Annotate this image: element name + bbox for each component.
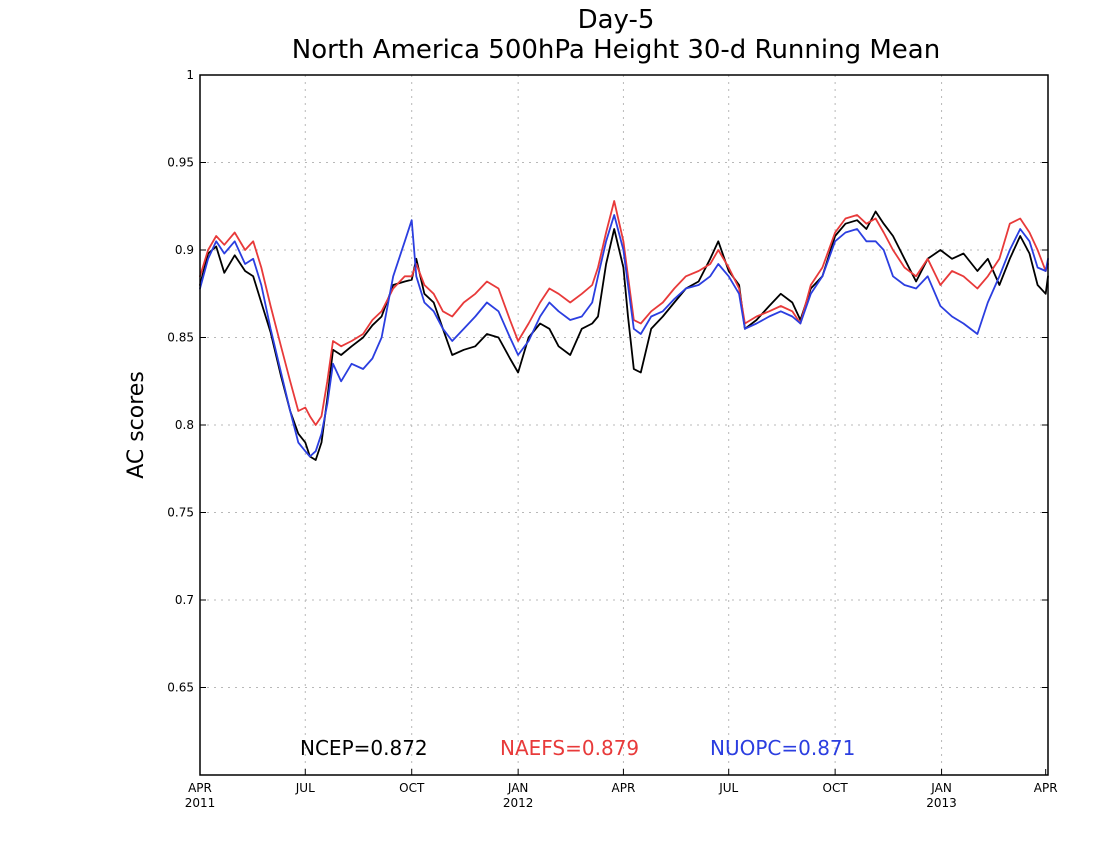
legend-naefs: NAEFS=0.879 bbox=[500, 736, 639, 760]
y-tick-label: 0.8 bbox=[175, 418, 194, 432]
legend-nuopc: NUOPC=0.871 bbox=[710, 736, 855, 760]
x-tick-label: JUL bbox=[718, 781, 738, 795]
y-axis-label: AC scores bbox=[124, 371, 149, 479]
series-line-ncep bbox=[199, 210, 1049, 461]
x-tick-label: APR bbox=[188, 781, 212, 795]
x-tick-label: APR bbox=[1034, 781, 1058, 795]
series-line-naefs bbox=[199, 200, 1049, 426]
series-lines bbox=[199, 200, 1049, 461]
grid bbox=[200, 75, 1048, 775]
legend-ncep: NCEP=0.872 bbox=[300, 736, 428, 760]
chart-subtitle: North America 500hPa Height 30-d Running… bbox=[292, 35, 940, 65]
x-tick-label: APR bbox=[612, 781, 636, 795]
y-tick-label: 0.75 bbox=[167, 506, 194, 520]
x-tick-year-label: 2013 bbox=[926, 796, 957, 810]
y-tick-label: 0.9 bbox=[175, 243, 194, 257]
y-tick-label: 1 bbox=[186, 68, 194, 82]
legend: NCEP=0.872 NAEFS=0.879 NUOPC=0.871 bbox=[300, 736, 855, 760]
y-tick-label: 0.85 bbox=[167, 331, 194, 345]
x-tick-year-label: 2012 bbox=[503, 796, 534, 810]
y-tick-label: 0.7 bbox=[175, 593, 194, 607]
y-tick-label: 0.65 bbox=[167, 681, 194, 695]
chart-title: Day-5 bbox=[578, 5, 655, 35]
series-line-nuopc bbox=[199, 214, 1049, 458]
x-tick-label: JAN bbox=[930, 781, 952, 795]
y-tick-label: 0.95 bbox=[167, 156, 194, 170]
x-tick-label: JUL bbox=[295, 781, 315, 795]
x-tick-label: JAN bbox=[507, 781, 529, 795]
x-tick-year-label: 2011 bbox=[185, 796, 216, 810]
x-tick-label: OCT bbox=[823, 781, 849, 795]
x-tick-label: OCT bbox=[399, 781, 425, 795]
